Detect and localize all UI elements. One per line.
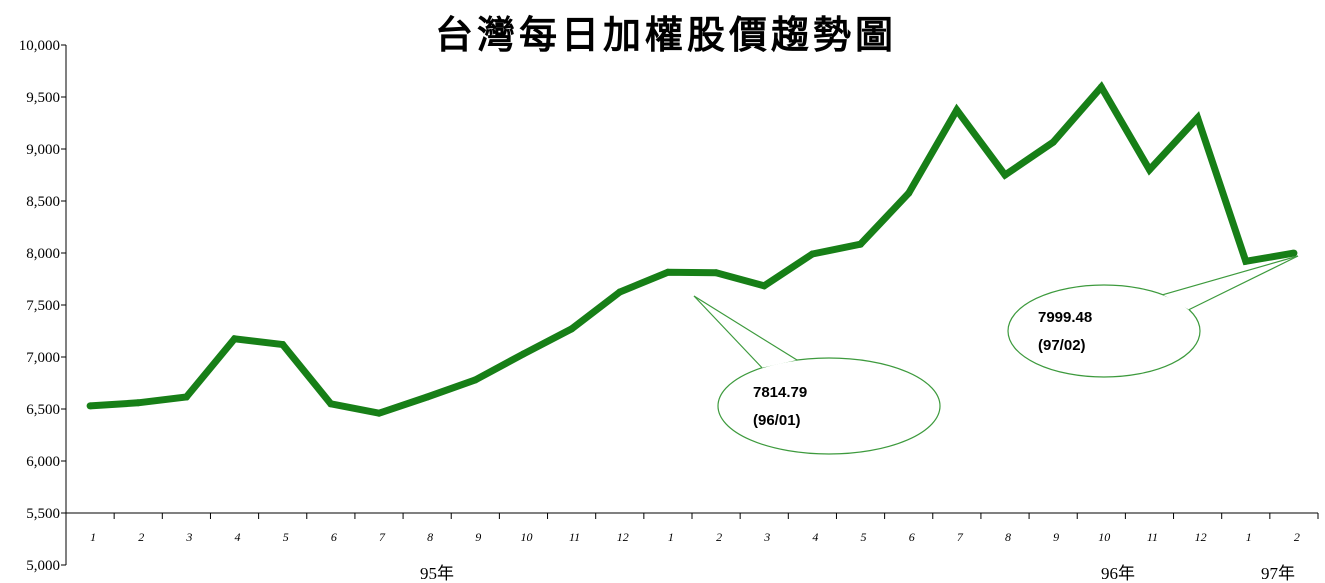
data-point-18 [953,106,961,114]
x-tick-label: 2 [716,530,722,544]
x-tick-label: 5 [283,530,289,544]
y-tick-label: 5,000 [26,558,60,574]
x-tick-label: 4 [812,530,818,544]
x-tick-label: 2 [138,530,144,544]
x-tick-label: 9 [1053,530,1059,544]
axes-group: 5,000 5,500 6,000 6,500 7,000 7,500 8,000 8,500… [19,38,1319,583]
data-point-17 [905,189,913,197]
x-tick-label: 7 [957,530,964,544]
data-point-15 [808,250,816,258]
data-point-20 [1049,138,1057,146]
year-label: 95年 [420,564,454,583]
callout-pointer-fill [1163,256,1298,310]
x-tick-label: 11 [569,530,580,544]
x-tick-label: 8 [1005,530,1011,544]
data-point-25 [1290,249,1298,257]
data-point-1 [134,399,142,407]
data-point-11 [616,288,624,296]
callout-value: 7814.79 [753,384,807,401]
x-tick-label: 11 [1147,530,1158,544]
callout-pointer-edge [693,295,798,361]
data-point-14 [760,282,768,290]
x-tick-label: 10 [1098,530,1110,544]
series-group [86,81,1298,417]
x-tick-label: 3 [185,530,192,544]
x-tick-label: 10 [520,530,532,544]
y-tick-label: 7,000 [26,350,60,366]
callouts-group: 7814.79 (96/01) 7999.48 (97/02) [693,255,1299,455]
data-point-24 [1242,257,1250,265]
callout-pointer-edge [1162,255,1299,296]
y-tick-label: 5,500 [26,506,60,522]
callout-0: 7814.79 (96/01) [693,295,941,455]
x-tick-label: 9 [475,530,481,544]
x-tick-label: 12 [617,530,629,544]
data-point-13 [712,269,720,277]
callout-date: (96/01) [753,412,801,429]
data-point-2 [182,393,190,401]
y-tick-label: 6,000 [26,454,60,470]
data-point-21 [1097,83,1105,91]
y-tick-label: 6,500 [26,402,60,418]
x-tick-label: 4 [235,530,241,544]
x-tick-label: 2 [1294,530,1300,544]
x-tick-label: 6 [331,530,337,544]
data-point-9 [520,350,527,358]
data-point-23 [1194,114,1202,122]
data-point-16 [857,240,864,248]
data-point-0 [86,402,94,410]
x-tick-label: 12 [1195,530,1207,544]
data-point-12 [664,268,672,276]
y-tick-label: 7,500 [26,298,60,314]
callout-value: 7999.48 [1038,309,1092,326]
y-tick-label: 8,000 [26,246,60,262]
x-tick-label: 7 [379,530,386,544]
x-tick-label: 1 [668,530,674,544]
year-label: 97年 [1261,564,1295,583]
callout-pointer-fill [694,296,797,368]
x-tick-label: 1 [1246,530,1252,544]
y-tick-label: 9,500 [26,90,60,106]
data-point-19 [1001,171,1009,179]
data-point-5 [327,400,335,408]
data-point-4 [279,341,287,348]
callout-date: (97/02) [1038,337,1086,354]
data-point-8 [471,376,479,384]
x-tick-label: 8 [427,530,433,544]
data-point-6 [375,409,383,417]
data-point-7 [423,393,431,401]
y-tick-label: 10,000 [19,38,60,54]
callout-1: 7999.48 (97/02) [1007,255,1299,378]
chart-title: 台灣每日加權股價趨勢圖 [435,12,897,57]
data-point-10 [568,325,576,333]
callout-bubble [717,357,941,455]
y-tick-label: 8,500 [26,194,60,210]
callout-pointer-edge [1188,255,1299,311]
series-line [89,81,1295,417]
x-tick-label: 1 [90,530,96,544]
data-point-22 [1146,166,1153,174]
x-tick-label: 3 [763,530,770,544]
x-tick-label: 6 [909,530,915,544]
callout-bubble [1007,284,1201,378]
data-point-3 [231,335,238,343]
callout-pointer-edge [693,295,763,369]
x-tick-label: 5 [861,530,867,544]
y-tick-label: 9,000 [26,142,60,158]
year-label: 96年 [1101,564,1135,583]
